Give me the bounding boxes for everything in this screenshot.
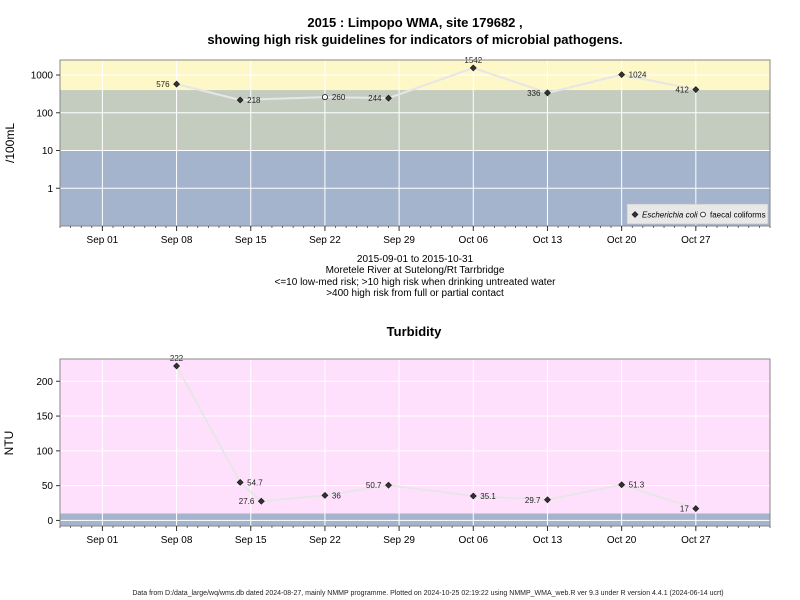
point-0-2	[257, 497, 265, 505]
chart-title-line2: showing high risk guidelines for indicat…	[207, 32, 622, 47]
x-tick-label-7: Oct 20	[607, 235, 637, 246]
turbidity-title: Turbidity	[387, 324, 442, 339]
point-0-0	[173, 362, 180, 370]
point-0-8	[692, 505, 700, 513]
point-0-7	[618, 481, 626, 489]
x-tick-label-4: Sep 29	[383, 535, 415, 546]
legend-label-escherichia-coli: Escherichia coli	[642, 211, 698, 220]
data-label-0-2: 27.6	[239, 497, 255, 506]
turbidity-bands	[60, 359, 770, 526]
x-tick-label-1: Sep 08	[161, 235, 193, 246]
band-0	[60, 513, 770, 526]
legend: Escherichia coli faecal coliforms	[626, 203, 769, 225]
x-tick-label-4: Sep 29	[383, 235, 415, 246]
turbidity-data-labels: 222 54.7 27.6 36 50.7 35.1 29.7 51.3 17	[170, 354, 689, 514]
x-tick-label-1: Sep 08	[161, 535, 193, 546]
point-0-5	[618, 71, 626, 79]
y-tick-label-0: 0	[47, 516, 53, 527]
turbidity-x-axis: Sep 01 Sep 08 Sep 15 Sep 22 Sep 29 Oct 06 Oct …	[59, 526, 771, 546]
point-0-4	[385, 481, 392, 489]
chart-title: 2015 : Limpopo WMA, site 179682 ,	[307, 15, 522, 30]
gridlines	[60, 60, 770, 226]
plot-frame	[59, 59, 771, 227]
turbidity-y-axis-label: NTU	[2, 431, 16, 456]
y-tick-label-2: 100	[36, 108, 53, 119]
point-0-2	[385, 94, 392, 102]
point-0-1	[236, 96, 244, 104]
x-tick-label-5: Oct 06	[459, 535, 489, 546]
data-label-0-4: 336	[527, 89, 541, 98]
legend-box	[626, 203, 769, 225]
y-tick-label-3: 150	[36, 412, 53, 423]
y-tick-label-1: 10	[42, 146, 54, 157]
y-axis-label: /100mL	[3, 123, 17, 163]
legend-marker-faecal-coliforms	[700, 211, 706, 218]
band-1	[60, 90, 770, 151]
x-tick-label-2: Sep 15	[235, 235, 267, 246]
x-tick-label-0: Sep 01	[87, 535, 119, 546]
point-0-3	[321, 491, 329, 499]
x-tick-label-3: Sep 22	[309, 235, 341, 246]
turbidity-gridlines	[60, 359, 770, 526]
y-tick-label-3: 1000	[31, 71, 54, 82]
turbidity-plot-frame	[59, 358, 771, 527]
point-0-4	[544, 89, 551, 97]
band-1	[60, 359, 770, 514]
point-0-0	[173, 80, 180, 88]
x-tick-label-3: Sep 22	[309, 535, 341, 546]
data-label-0-0: 576	[156, 80, 170, 89]
data-label-0-6: 412	[675, 86, 689, 95]
y-tick-label-0: 1	[47, 184, 53, 195]
point-0-3	[469, 64, 477, 72]
x-tick-label-0: Sep 01	[87, 235, 119, 246]
drinking-risk-note: <=10 low-med risk; >10 high risk when dr…	[275, 277, 557, 288]
x-tick-label-7: Oct 20	[607, 535, 637, 546]
series-lines	[176, 66, 696, 102]
footer-note: Data from D:/data_large/wq/wms.db dated …	[132, 590, 723, 597]
date-range-note: 2015-09-01 to 2015-10-31	[357, 254, 474, 265]
point-0-5	[469, 492, 477, 500]
data-label-0-7: 51.3	[629, 481, 645, 490]
x-tick-label-8: Oct 27	[681, 235, 711, 246]
point-0-6	[544, 496, 551, 504]
y-axis: 1 10 100 1000	[31, 71, 60, 195]
series-line	[176, 66, 696, 102]
legend-marker-escherichia-coli	[631, 211, 639, 218]
data-label-0-1: 54.7	[247, 478, 263, 487]
x-tick-label-5: Oct 06	[459, 235, 489, 246]
legend-label-faecal-coliforms: faecal coliforms	[710, 211, 766, 220]
x-tick-label-6: Oct 13	[533, 235, 563, 246]
data-label-0-5: 1024	[629, 71, 647, 80]
y-tick-label-2: 100	[36, 446, 53, 457]
data-label-1-0: 260	[332, 93, 346, 102]
data-points	[173, 64, 700, 104]
x-tick-label-2: Sep 15	[235, 535, 267, 546]
point-0-1	[236, 478, 244, 486]
data-label-0-3: 36	[332, 491, 341, 500]
y-tick-label-1: 50	[42, 481, 54, 492]
data-label-0-6: 29.7	[525, 496, 541, 505]
x-tick-label-8: Oct 27	[681, 535, 711, 546]
data-label-0-5: 35.1	[480, 492, 496, 501]
point-1-0	[321, 94, 328, 101]
x-tick-label-6: Oct 13	[533, 535, 563, 546]
contact-risk-note: >400 high risk from full or partial cont…	[326, 288, 504, 299]
data-label-0-0: 222	[170, 354, 184, 363]
data-label-0-2: 244	[368, 94, 382, 103]
point-0-6	[692, 86, 700, 93]
y-tick-label-4: 200	[36, 377, 53, 388]
data-label-0-1: 218	[247, 96, 261, 105]
x-axis: Sep 01 Sep 08 Sep 15 Sep 22 Sep 29 Oct 06 Oct …	[59, 226, 771, 246]
site-name-note: Moretele River at Sutelong/Rt Tarrbridge	[326, 265, 505, 276]
data-label-0-4: 50.7	[366, 481, 382, 490]
turbidity-data-points	[173, 362, 700, 513]
data-label-0-8: 17	[680, 505, 689, 514]
turbidity-y-axis: 0 50 100 150 200	[36, 377, 60, 527]
